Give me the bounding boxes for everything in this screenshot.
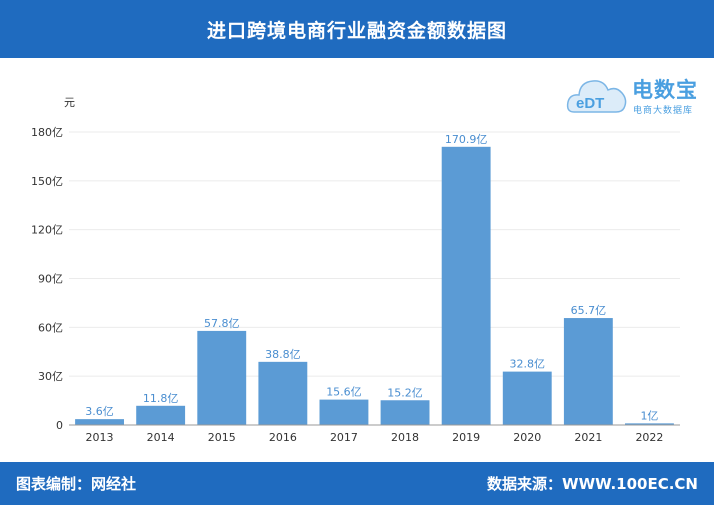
bar-chart: 0 30亿 60亿 90亿 120亿 150亿 180亿 元 3.6亿 2013 11.8亿 2014… bbox=[31, 96, 680, 444]
y-axis-unit-label: 元 bbox=[64, 96, 75, 109]
bar bbox=[75, 419, 124, 425]
y-tick-label: 30亿 bbox=[38, 370, 63, 383]
chart-footer: 图表编制：网经社 数据来源：WWW.100EC.CN bbox=[0, 462, 714, 505]
x-tick-label: 2017 bbox=[330, 431, 358, 444]
x-tick-label: 2013 bbox=[86, 431, 114, 444]
y-tick-label: 180亿 bbox=[31, 126, 63, 139]
footer-source: 数据来源：WWW.100EC.CN bbox=[487, 475, 698, 493]
bar bbox=[625, 423, 674, 425]
logo-sub-text: 电商大数据库 bbox=[633, 106, 694, 116]
x-tick-label: 2016 bbox=[269, 431, 297, 444]
y-tick-label: 120亿 bbox=[31, 224, 63, 237]
data-label: 32.8亿 bbox=[510, 358, 546, 371]
bar bbox=[136, 405, 186, 425]
logo-badge: eDT bbox=[576, 95, 604, 112]
bar bbox=[380, 400, 430, 425]
bar bbox=[197, 330, 247, 425]
data-label: 1亿 bbox=[640, 409, 658, 422]
y-tick-label: 60亿 bbox=[38, 321, 63, 334]
bar bbox=[502, 371, 552, 425]
data-label: 11.8亿 bbox=[143, 392, 179, 405]
data-label: 3.6亿 bbox=[85, 405, 114, 418]
edt-logo: eDT 电数宝 电商大数据库 bbox=[566, 66, 711, 124]
x-tick-label: 2018 bbox=[391, 431, 419, 444]
data-label: 57.8亿 bbox=[204, 317, 240, 330]
y-tick-label: 0 bbox=[56, 419, 63, 432]
logo-main-text: 电数宝 bbox=[632, 78, 698, 102]
bar bbox=[441, 146, 491, 425]
bar bbox=[258, 361, 308, 425]
data-label: 38.8亿 bbox=[265, 348, 301, 361]
bar bbox=[319, 399, 369, 425]
x-tick-label: 2022 bbox=[635, 431, 663, 444]
x-tick-label: 2021 bbox=[574, 431, 602, 444]
x-tick-label: 2015 bbox=[208, 431, 236, 444]
x-tick-label: 2020 bbox=[513, 431, 541, 444]
x-tick-label: 2014 bbox=[147, 431, 175, 444]
data-label: 65.7亿 bbox=[571, 304, 607, 317]
x-tick-label: 2019 bbox=[452, 431, 480, 444]
y-tick-label: 150亿 bbox=[31, 175, 63, 188]
y-tick-label: 90亿 bbox=[38, 273, 63, 286]
data-label: 15.6亿 bbox=[326, 386, 362, 399]
data-label: 170.9亿 bbox=[445, 133, 488, 146]
bar bbox=[563, 318, 613, 425]
footer-compiler: 图表编制：网经社 bbox=[16, 475, 137, 493]
data-label: 15.2亿 bbox=[387, 386, 423, 399]
cloud-logo-icon: eDT bbox=[566, 80, 627, 113]
chart-title: 进口跨境电商行业融资金额数据图 bbox=[206, 19, 507, 42]
chart-header: 进口跨境电商行业融资金额数据图 bbox=[0, 0, 714, 58]
